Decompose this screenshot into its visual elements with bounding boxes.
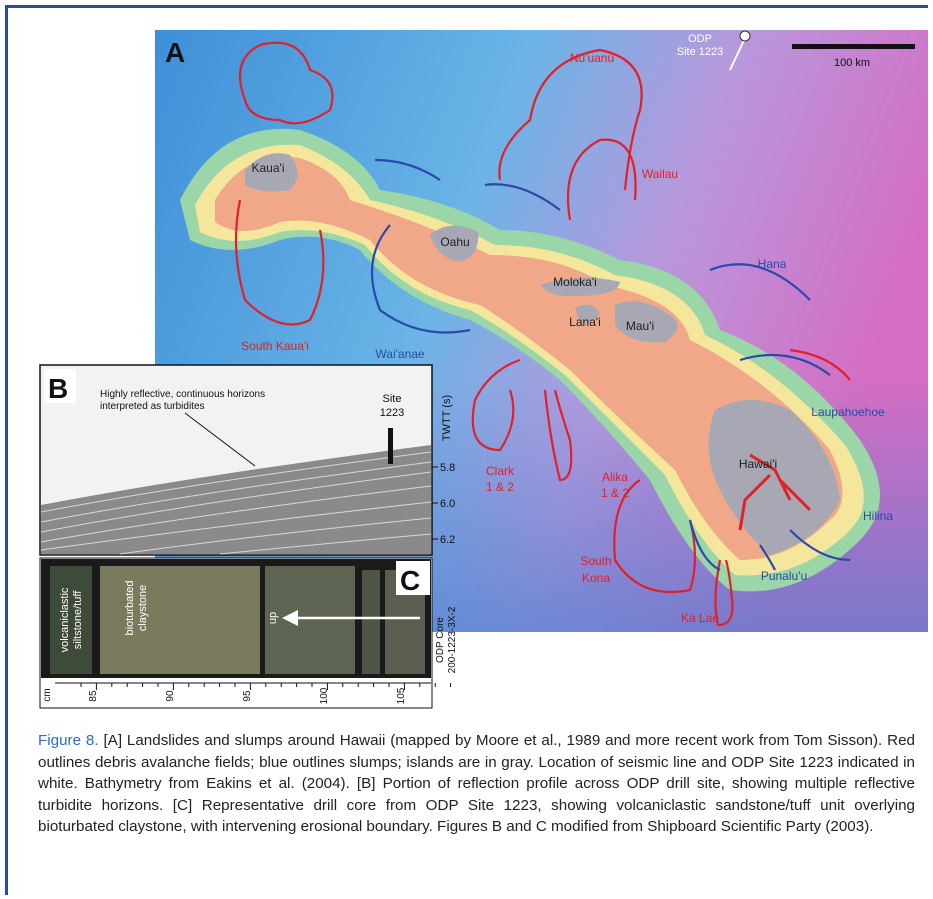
debris-label: 1 & 2 xyxy=(601,486,629,500)
caption-label: Figure 8. xyxy=(38,732,99,749)
debris-label: Kona xyxy=(582,571,610,585)
slump-label: Hilina xyxy=(863,509,893,523)
unit-label: volcaniclastic xyxy=(59,587,71,652)
debris-outlines xyxy=(234,41,851,627)
scale-label: 90 xyxy=(165,690,176,702)
arrow-head xyxy=(282,610,298,626)
core-label: ODP Core xyxy=(435,617,446,663)
debris-label: South xyxy=(580,554,611,568)
tick-label: 5.8 xyxy=(440,462,455,474)
panel-label-box xyxy=(396,561,430,595)
figure: A ODP Site 1223 100 km Kaua'i Oahu Molok… xyxy=(39,30,928,709)
slump-outlines xyxy=(370,158,851,571)
frame xyxy=(5,5,928,895)
debris-label: 1 & 2 xyxy=(486,480,514,494)
island-label: Kaua'i xyxy=(252,161,285,175)
slump-label: Hana xyxy=(758,257,787,271)
island-label: Mau'i xyxy=(626,319,654,333)
debris-label: Ka Lae xyxy=(681,611,719,625)
unit-label: siltstone/tuff xyxy=(72,590,84,649)
annotation: Highly reflective, continuous horizons xyxy=(100,389,265,400)
site-label: 1223 xyxy=(380,407,404,419)
island-label: Oahu xyxy=(440,235,469,249)
site-label: Site 1223 xyxy=(677,46,723,58)
island-label: Lana'i xyxy=(569,315,601,329)
site-pointer xyxy=(729,37,746,71)
island xyxy=(430,225,479,262)
caption-text: [A] Landslides and slumps around Hawaii … xyxy=(38,732,915,835)
island xyxy=(575,304,600,323)
core-section xyxy=(100,566,260,674)
slump-label: Punalu'u xyxy=(761,569,807,583)
reflector-lines xyxy=(40,451,432,555)
scale-ticks xyxy=(80,683,452,690)
unit-label: bioturbated xyxy=(124,580,136,635)
site-label: ODP xyxy=(688,33,712,45)
island xyxy=(245,153,298,192)
tick-label: 6.0 xyxy=(440,498,455,510)
site-marker xyxy=(739,30,751,42)
unit-label: claystone xyxy=(137,585,149,631)
core-label: 200-1223-3X-2 xyxy=(447,606,458,673)
debris-label: Nu'uanu xyxy=(570,51,614,65)
panel-label: C xyxy=(400,565,420,596)
slump-label: Laupahoehoe xyxy=(811,405,885,419)
panel-label-box xyxy=(44,369,76,403)
scale-label: 95 xyxy=(242,690,253,702)
island-label: Hawai'i xyxy=(739,457,777,471)
island xyxy=(615,301,678,343)
core-section xyxy=(362,570,380,674)
panel-label: B xyxy=(48,373,68,404)
annotation: interpreted as turbidites xyxy=(100,401,205,412)
scale-label: 100 xyxy=(319,687,330,704)
island-label: Moloka'i xyxy=(553,275,597,289)
site-label: Site xyxy=(383,393,402,405)
arrow-label: up xyxy=(267,612,279,624)
scale-label: 100 km xyxy=(834,57,870,69)
debris-label: Alika xyxy=(602,470,628,484)
caption: Figure 8. [A] Landslides and slumps arou… xyxy=(38,730,915,838)
lava-flows xyxy=(738,453,812,531)
axis-label: TWTT (s) xyxy=(441,395,453,441)
tick-label: 6.2 xyxy=(440,534,455,546)
site-marker xyxy=(388,428,393,464)
debris-label: Wailau xyxy=(642,167,678,181)
scale-label: 105 xyxy=(396,687,407,704)
scale-label: 85 xyxy=(88,690,99,702)
panel-label: A xyxy=(165,37,185,68)
debris-label: South Kaua'i xyxy=(241,339,309,353)
core-section xyxy=(265,566,355,674)
slump-label: Wai'anae xyxy=(375,347,425,361)
core-panel: volcaniclastic siltstone/tuff bioturbate… xyxy=(39,557,458,709)
scale-bar xyxy=(792,44,915,49)
seismic-panel: B Highly reflective, continuous horizons… xyxy=(39,364,455,556)
island xyxy=(540,277,620,297)
core-section xyxy=(50,566,92,674)
annotation-pointer xyxy=(184,412,256,467)
debris-label: Clark xyxy=(486,464,515,478)
scale-unit: cm xyxy=(42,688,53,701)
flank xyxy=(215,156,843,560)
